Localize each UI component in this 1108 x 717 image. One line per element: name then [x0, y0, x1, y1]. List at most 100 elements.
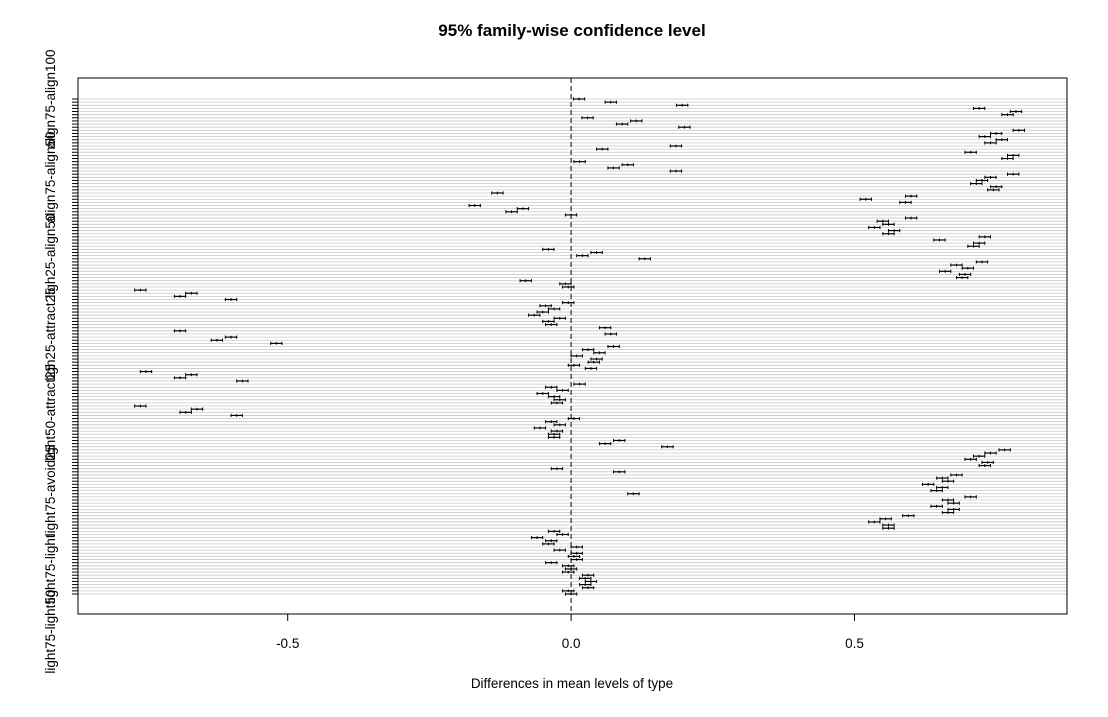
- confidence-interval: [938, 269, 952, 273]
- confidence-interval: [553, 423, 566, 427]
- confidence-interval: [579, 576, 592, 580]
- confidence-intervals: [134, 97, 1025, 596]
- confidence-interval: [553, 316, 566, 320]
- confidence-interval: [972, 241, 986, 245]
- confidence-interval: [904, 194, 918, 198]
- y-tick-label: ligh25-align50: [43, 214, 58, 298]
- confidence-interval: [975, 260, 989, 264]
- confidence-interval: [1012, 128, 1025, 132]
- confidence-interval: [547, 435, 561, 439]
- x-tick-label: 0.0: [562, 636, 581, 651]
- confidence-interval: [190, 407, 204, 411]
- confidence-interval: [1001, 156, 1014, 161]
- x-tick-label: -0.5: [276, 636, 299, 651]
- confidence-interval: [590, 357, 603, 361]
- y-tick-label: light75-avoid25: [43, 445, 58, 537]
- confidence-interval: [882, 222, 895, 226]
- confidence-interval: [564, 592, 578, 596]
- confidence-interval: [967, 244, 980, 248]
- confidence-interval: [584, 579, 598, 584]
- confidence-interval: [930, 489, 943, 493]
- confidence-interval: [570, 557, 583, 562]
- confidence-interval: [964, 457, 977, 461]
- y-tick-label: align75-align50: [43, 132, 58, 224]
- x-tick-label: 0.5: [845, 636, 864, 651]
- confidence-interval: [604, 100, 617, 104]
- y-tick-label: light75-light: [43, 534, 58, 603]
- confidence-interval: [545, 385, 558, 389]
- confidence-interval: [536, 391, 549, 396]
- y-tick-label: light50-attract25: [43, 364, 58, 461]
- confidence-interval: [941, 510, 955, 515]
- confidence-interval: [210, 338, 224, 342]
- confidence-interval: [528, 313, 541, 317]
- confidence-interval: [564, 213, 578, 217]
- confidence-interval: [562, 589, 575, 593]
- confidence-interval: [950, 263, 963, 267]
- confidence-interval: [947, 507, 960, 512]
- confidence-interval: [607, 344, 620, 349]
- confidence-interval: [173, 294, 187, 298]
- confidence-interval: [1001, 113, 1014, 117]
- confidence-interval: [978, 463, 991, 468]
- confidence-interval: [955, 275, 969, 280]
- confidence-interval: [972, 106, 986, 110]
- confidence-interval: [678, 125, 691, 129]
- confidence-interval: [978, 235, 991, 239]
- confidence-interval: [570, 354, 583, 358]
- confidence-interval: [134, 404, 147, 408]
- confidence-interval: [573, 160, 586, 164]
- confidence-interval: [921, 482, 935, 486]
- confidence-interval: [572, 97, 586, 101]
- confidence-interval: [270, 341, 283, 345]
- confidence-interval: [941, 498, 955, 502]
- confidence-interval: [562, 564, 575, 568]
- confidence-interval: [669, 144, 683, 148]
- confidence-interval: [590, 250, 603, 255]
- confidence-interval: [545, 322, 558, 327]
- confidence-interval: [536, 310, 549, 314]
- confidence-interval: [613, 470, 626, 474]
- confidence-interval: [859, 197, 872, 201]
- confidence-interval: [581, 116, 594, 120]
- confidence-interval: [615, 122, 629, 126]
- y-tick-label: align75-align100: [43, 49, 58, 148]
- confidence-interval: [505, 210, 518, 214]
- confidence-interval: [669, 169, 683, 173]
- confidence-interval: [553, 548, 566, 552]
- confidence-interval: [579, 583, 592, 587]
- x-axis-label: Differences in mean levels of type: [471, 676, 673, 691]
- confidence-interval: [630, 119, 643, 123]
- confidence-interval: [661, 445, 674, 449]
- confidence-interval: [1009, 109, 1023, 114]
- confidence-interval: [530, 536, 544, 540]
- confidence-interval: [230, 413, 243, 418]
- confidence-interval: [576, 254, 589, 258]
- confidence-interval: [868, 520, 881, 524]
- confidence-interval: [562, 570, 575, 574]
- confidence-interval: [876, 219, 889, 223]
- confidence-interval: [236, 379, 249, 383]
- confidence-interval: [638, 257, 651, 261]
- confidence-interval: [904, 216, 918, 220]
- confidence-interval: [978, 134, 991, 139]
- confidence-interval: [179, 410, 192, 414]
- confidence-interval: [604, 332, 617, 336]
- confidence-interval: [516, 207, 530, 211]
- confidence-interval: [539, 304, 552, 308]
- confidence-interval: [613, 438, 626, 443]
- confidence-interval: [950, 473, 963, 477]
- confidence-interval: [581, 586, 595, 590]
- confidence-interval: [972, 454, 986, 458]
- confidence-interval: [542, 542, 555, 546]
- confidence-interval: [882, 523, 895, 527]
- confidence-interval: [981, 460, 994, 465]
- confidence-interval: [581, 573, 595, 577]
- confidence-interval: [587, 360, 600, 364]
- confidence-interval: [584, 366, 598, 371]
- confidence-interval: [570, 545, 583, 549]
- confidence-interval: [581, 348, 595, 352]
- confidence-interval: [134, 288, 147, 292]
- confidence-interval: [936, 485, 949, 490]
- confidence-interval: [933, 238, 946, 242]
